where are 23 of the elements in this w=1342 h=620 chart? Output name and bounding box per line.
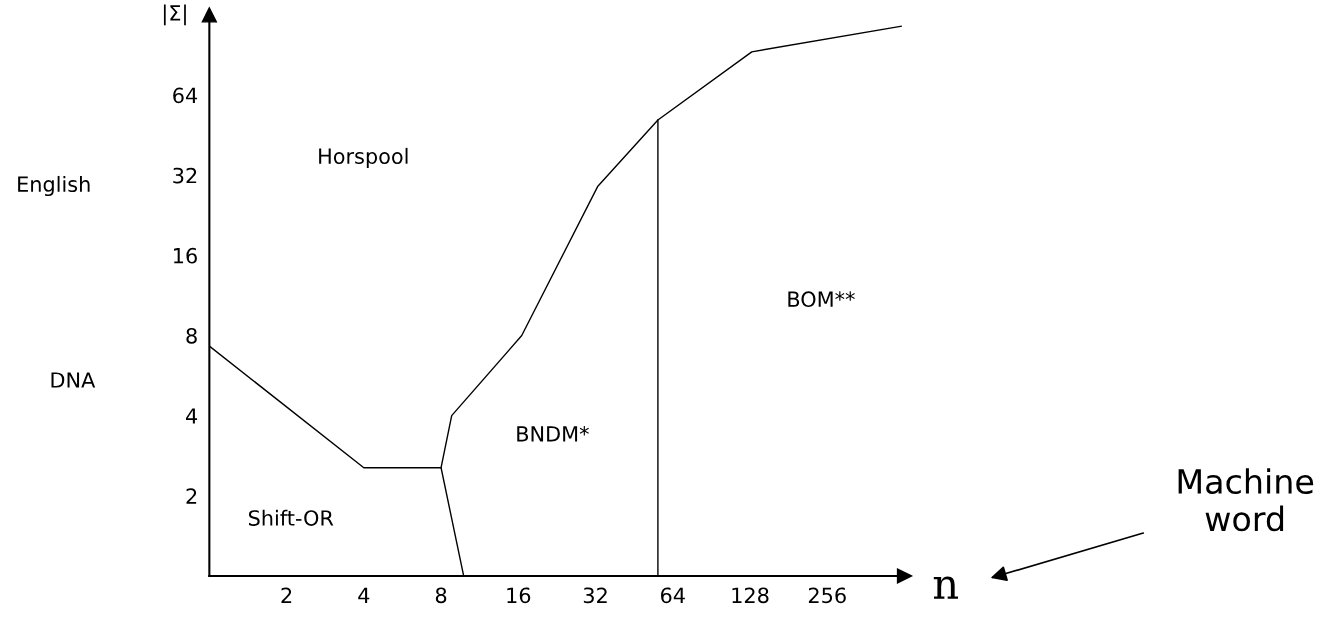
x-tick-label: 256 <box>808 587 846 604</box>
y-axis-title: |Σ| <box>163 4 186 26</box>
y-tick-label: 32 <box>173 167 197 184</box>
x-tick-label: 32 <box>583 587 607 604</box>
annotation: Shift-OR <box>248 509 334 526</box>
y-tick-label: 16 <box>174 247 197 264</box>
x-tick-label: 64 <box>660 587 685 604</box>
x-tick-label: 4 <box>358 587 370 603</box>
y-tick-label: 64 <box>173 87 198 104</box>
annotation: BNDM* <box>517 425 589 442</box>
text: DNA <box>51 372 96 388</box>
x-tick-label: 2 <box>281 587 292 603</box>
x-tick-label: 16 <box>507 587 531 604</box>
y-tick-label: 8 <box>186 327 197 344</box>
x-tick-label: 128 <box>732 587 769 604</box>
annotation: BOM** <box>788 291 855 308</box>
y-tick-label: 4 <box>186 408 198 424</box>
text: Machine word <box>1178 468 1314 532</box>
text: English <box>18 175 90 197</box>
y-tick-label: 2 <box>186 488 197 504</box>
annotation: Horspool <box>319 147 408 169</box>
x-tick-label: 8 <box>435 587 447 604</box>
x-axis-title: n <box>933 576 958 599</box>
